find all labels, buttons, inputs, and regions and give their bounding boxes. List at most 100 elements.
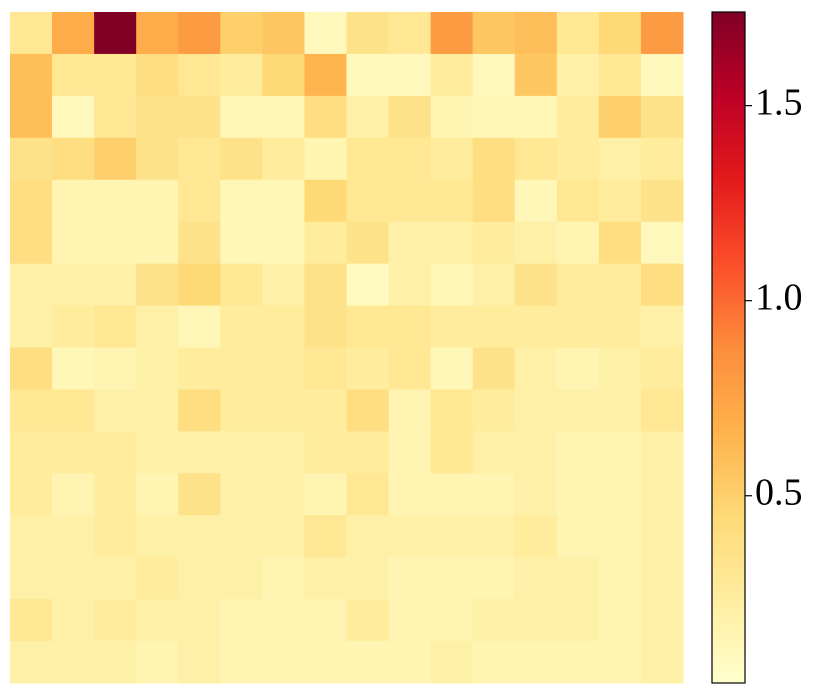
heatmap-cell	[52, 305, 95, 348]
colorbar	[711, 11, 746, 684]
heatmap-cell	[598, 599, 642, 642]
heatmap-cell	[430, 95, 474, 139]
heatmap-cell	[472, 53, 516, 97]
heatmap-cell	[178, 473, 221, 516]
heatmap-cell	[304, 263, 347, 307]
heatmap-cell	[598, 305, 642, 348]
heatmap-cell	[262, 137, 305, 181]
heatmap-cell	[388, 221, 432, 265]
heatmap-cell	[94, 179, 137, 223]
heatmap-cell	[640, 179, 684, 223]
heatmap-cell	[220, 515, 263, 558]
heatmap-cell	[388, 389, 432, 432]
heatmap-cell	[388, 53, 432, 97]
heatmap-cell	[220, 263, 263, 307]
heatmap-cell	[514, 263, 558, 307]
heatmap-cell	[262, 305, 305, 348]
heatmap-cell	[304, 179, 347, 223]
heatmap-cell	[514, 347, 558, 390]
heatmap-cell	[346, 221, 390, 265]
heatmap-cell	[640, 389, 684, 432]
heatmap-cell	[388, 179, 432, 223]
heatmap-cell	[388, 263, 432, 307]
heatmap-cell	[52, 263, 95, 307]
heatmap-cell	[52, 53, 95, 97]
heatmap-cell	[136, 599, 179, 642]
heatmap-cell	[10, 221, 53, 265]
heatmap-cell	[388, 305, 432, 348]
heatmap-cell	[556, 557, 600, 600]
heatmap-cell	[430, 557, 474, 600]
heatmap-cell	[430, 12, 474, 55]
heatmap-cell	[514, 389, 558, 432]
heatmap-cell	[514, 137, 558, 181]
heatmap-cell	[556, 12, 600, 55]
heatmap-cell	[10, 53, 53, 97]
heatmap-cell	[640, 515, 684, 558]
heatmap-cell	[598, 53, 642, 97]
heatmap-cell	[136, 515, 179, 558]
heatmap-cell	[94, 263, 137, 307]
heatmap-cell	[346, 347, 390, 390]
heatmap-cell	[262, 12, 305, 55]
heatmap-cell	[94, 305, 137, 348]
heatmap-cell	[640, 347, 684, 390]
heatmap-cell	[178, 389, 221, 432]
heatmap-cell	[304, 389, 347, 432]
heatmap-cell	[430, 389, 474, 432]
heatmap-cell	[430, 431, 474, 474]
heatmap-cell	[52, 599, 95, 642]
heatmap-cell	[220, 12, 263, 55]
heatmap-cell	[346, 53, 390, 97]
heatmap-cell	[94, 641, 137, 684]
heatmap-cell	[304, 557, 347, 600]
heatmap-cell	[598, 12, 642, 55]
heatmap-cell	[136, 53, 179, 97]
heatmap-cell	[472, 263, 516, 307]
heatmap-cell	[388, 473, 432, 516]
heatmap-cell	[556, 431, 600, 474]
heatmap-cell	[346, 515, 390, 558]
heatmap-cell	[556, 599, 600, 642]
heatmap-cell	[178, 137, 221, 181]
heatmap-cell	[262, 599, 305, 642]
heatmap-cell	[556, 305, 600, 348]
heatmap-cell	[304, 53, 347, 97]
heatmap-cell	[10, 95, 53, 139]
heatmap-cell	[10, 557, 53, 600]
heatmap-cell	[178, 179, 221, 223]
heatmap-cell	[178, 221, 221, 265]
heatmap-cell	[262, 53, 305, 97]
heatmap-cell	[430, 473, 474, 516]
colorbar-tick-label: 1.0	[755, 276, 803, 318]
heatmap-cell	[514, 221, 558, 265]
heatmap-cell	[346, 263, 390, 307]
heatmap-cell	[598, 347, 642, 390]
heatmap-cell	[262, 431, 305, 474]
heatmap-cell	[640, 305, 684, 348]
heatmap-cell	[472, 137, 516, 181]
heatmap-cell	[640, 641, 684, 684]
heatmap-cell	[430, 221, 474, 265]
heatmap-cell	[10, 137, 53, 181]
heatmap-cell	[52, 12, 95, 55]
heatmap-cell	[10, 599, 53, 642]
heatmap-cell	[556, 263, 600, 307]
heatmap-cell	[10, 431, 53, 474]
heatmap-cell	[598, 431, 642, 474]
heatmap-cell	[514, 179, 558, 223]
heatmap-cell	[52, 95, 95, 139]
heatmap-cell	[262, 179, 305, 223]
heatmap-cell	[430, 305, 474, 348]
heatmap-cell	[304, 305, 347, 348]
heatmap-cell	[304, 12, 347, 55]
heatmap-cell	[52, 515, 95, 558]
heatmap-cell	[514, 305, 558, 348]
heatmap-cell	[346, 557, 390, 600]
heatmap-cell	[262, 95, 305, 139]
heatmap-cell	[220, 431, 263, 474]
heatmap-cell	[94, 347, 137, 390]
heatmap-cell	[94, 221, 137, 265]
heatmap-cell	[136, 641, 179, 684]
